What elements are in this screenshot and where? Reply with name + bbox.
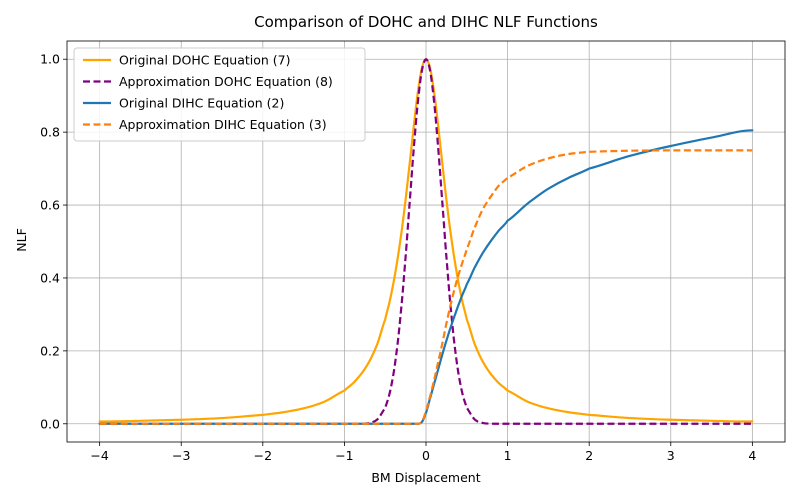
- legend-label: Approximation DIHC Equation (3): [119, 117, 327, 132]
- x-tick-label: 2: [585, 448, 593, 463]
- legend-label: Original DIHC Equation (2): [119, 96, 284, 111]
- x-tick-label: −2: [254, 448, 272, 463]
- y-tick-label: 0.8: [40, 125, 60, 140]
- x-tick-label: 1: [504, 448, 512, 463]
- x-tick-label: 4: [748, 448, 756, 463]
- y-tick-label: 0.4: [40, 270, 60, 285]
- series-line-4: [99, 149, 753, 425]
- axis-ticks: −4 −3 −2 −1 0 1 2 3 4 0.0 0.2 0.4 0.6 0.8 1.0: [40, 52, 756, 463]
- y-axis-label: NLF: [14, 228, 29, 252]
- legend-label: Approximation DOHC Equation (8): [119, 74, 333, 89]
- chart-title: Comparison of DOHC and DIHC NLF Function…: [254, 13, 598, 31]
- legend-label: Original DOHC Equation (7): [119, 53, 291, 68]
- y-tick-label: 0.0: [40, 416, 60, 431]
- legend: Original DOHC Equation (7) Approximation …: [73, 47, 366, 142]
- x-tick-label: −1: [335, 448, 353, 463]
- series-line-2: [99, 58, 753, 425]
- y-tick-label: 1.0: [40, 52, 60, 67]
- series-line-3: [98, 129, 754, 425]
- x-tick-label: −3: [172, 448, 190, 463]
- x-tick-label: 3: [667, 448, 675, 463]
- y-tick-label: 0.2: [40, 343, 60, 358]
- y-tick-label: 0.6: [40, 198, 60, 213]
- x-axis-label: BM Displacement: [371, 470, 480, 485]
- legend-box: [73, 47, 366, 142]
- x-tick-label: −4: [90, 448, 108, 463]
- series-layer: [98, 58, 754, 425]
- x-tick-label: 0: [422, 448, 430, 463]
